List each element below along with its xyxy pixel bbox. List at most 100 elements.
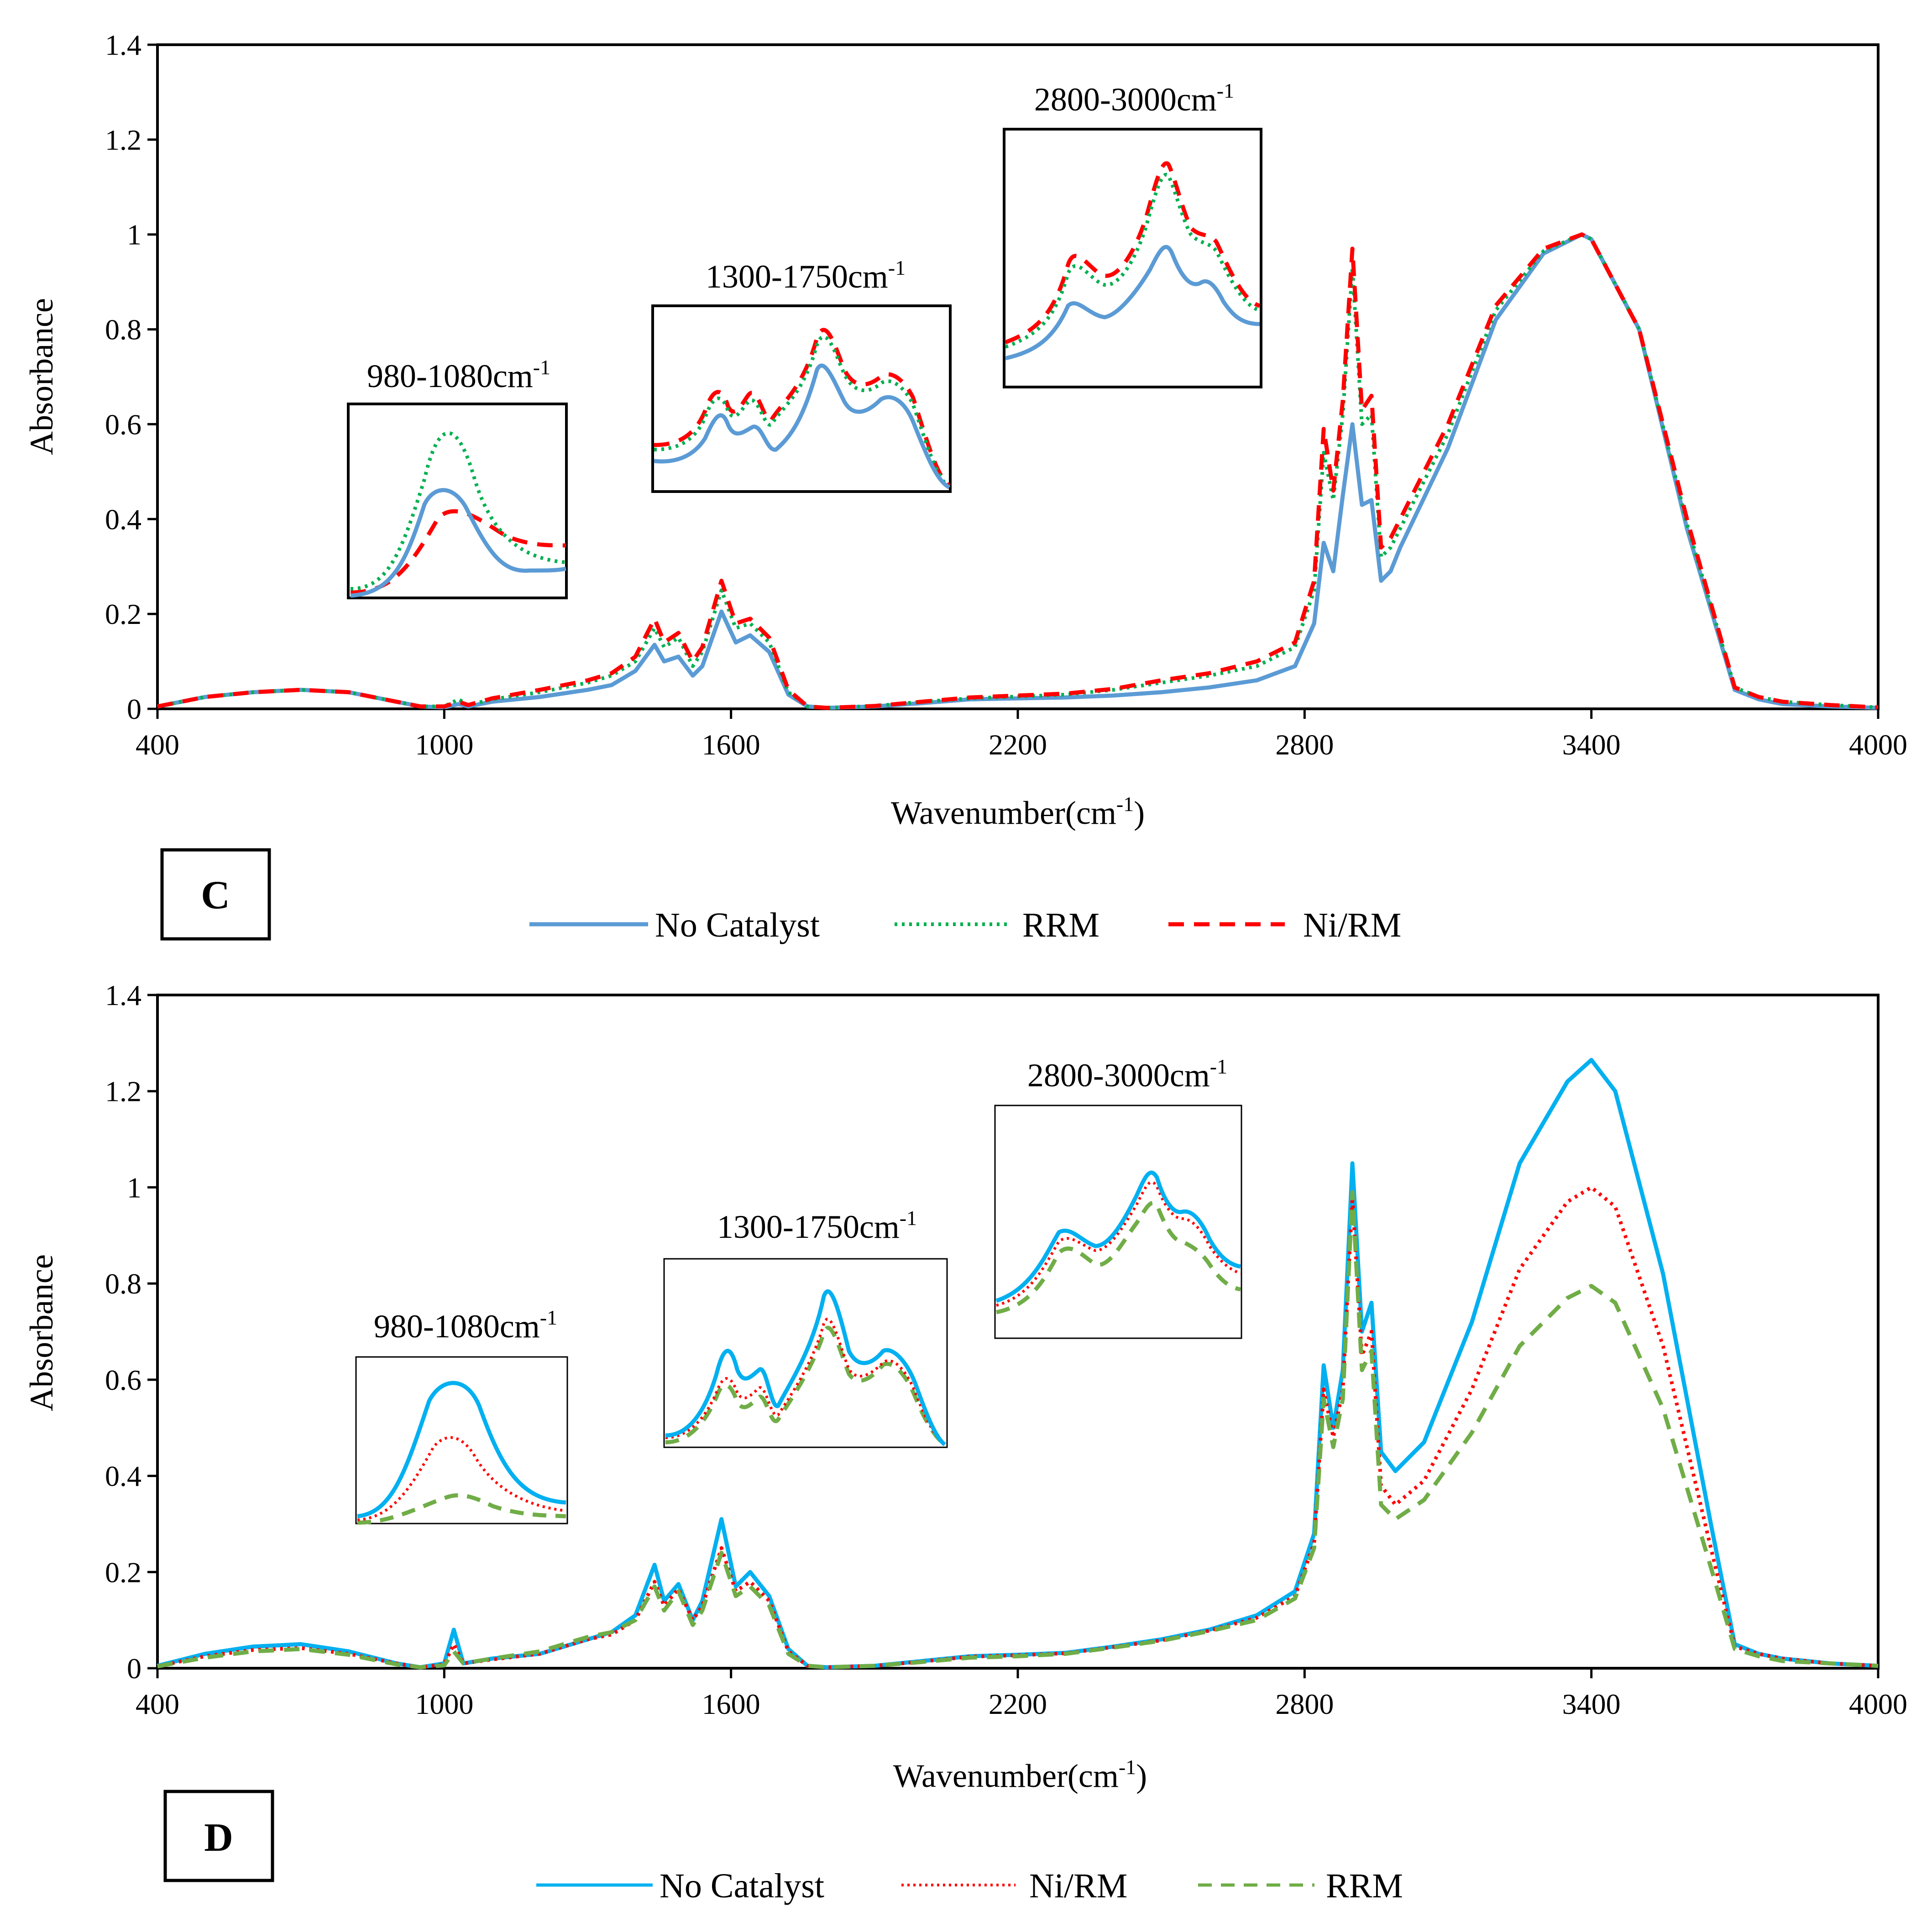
panel-d-tag-box (163, 1790, 274, 1882)
panel-c-series-ni-rm (157, 232, 1879, 710)
panel-d-y-ticks: 0 0.2 0.4 0.6 0.8 1 1.2 1.4 (105, 979, 157, 1685)
panel-d-inset-2800-3000-frame (994, 1105, 1242, 1339)
panel-d-inset-1300-1750-sup: -1 (900, 1206, 917, 1230)
panel-d-inset-980-1080-ni-rm-curve (357, 1436, 566, 1521)
panel-d-inset-2800-3000-title: 2800-3000cm-1 (1027, 1055, 1227, 1094)
panel-c-x-axis-title-sup: -1 (1116, 792, 1134, 816)
panel-c-inset-2800-3000-no-catalyst-curve (1005, 245, 1260, 361)
panel-d-inset-980-1080: 980-1080cm-1 (355, 1306, 568, 1525)
panel-d-inset-1300-1750-ni-rm-curve (665, 1318, 946, 1446)
panel-d-inset-2800-3000-rrm-curve (996, 1201, 1241, 1315)
panel-c-series-rrm (157, 232, 1879, 710)
panel-c-legend-rrm-label: RRM (1022, 906, 1100, 944)
panel-c-y-tick-label: 0.4 (105, 503, 141, 535)
panel-c-y-tick-label: 0.8 (105, 314, 141, 346)
panel-d-x-tick-label: 3400 (1562, 1688, 1621, 1720)
panel-d-y-axis-title: Absorbance (23, 1254, 60, 1411)
panel-c-inset-1300-1750-title: 1300-1750cm-1 (706, 256, 906, 295)
panel-d-x-axis-title-main: Wavenumber(cm (893, 1758, 1119, 1794)
panel-d-legend-rrm-label: RRM (1326, 1867, 1403, 1905)
panel-c-y-axis-title: Absorbance (23, 298, 60, 455)
panel-c-y-ticks: 0 0.2 0.4 0.6 0.8 1 1.2 1.4 (105, 29, 157, 725)
panel-d-y-tick-label: 0.4 (105, 1460, 141, 1493)
panel-d-tag-label: D (204, 1816, 233, 1860)
panel-d-x-ticks: 400 1000 1600 2200 2800 3400 4000 (136, 1668, 1907, 1720)
panel-c-inset-2800-3000-sup: -1 (1217, 79, 1234, 102)
panel-d-x-tick-label: 1000 (415, 1688, 473, 1720)
panel-c-inset-980-1080-title: 980-1080cm-1 (367, 356, 550, 394)
panel-c-inset-2800-3000-ni-rm-curve (1005, 161, 1261, 345)
panel-d-chart: 0 0.2 0.4 0.6 0.8 1 1.2 1.4 400 1000 1600 2200 2800… (23, 979, 1907, 1905)
panel-d-y-tick-label: 0.8 (105, 1267, 141, 1300)
panel-d-inset-2800-3000-ni-rm-curve (996, 1181, 1241, 1307)
panel-d-y-tick-label: 1.4 (105, 979, 141, 1011)
panel-c-x-axis-title-main: Wavenumber(cm (891, 795, 1116, 831)
panel-c-x-tick-label: 2200 (989, 728, 1047, 761)
panel-c-x-axis-title-tail: ) (1134, 795, 1145, 831)
panel-d-x-axis-title-sup: -1 (1119, 1755, 1136, 1779)
panel-c-y-tick-label: 0 (127, 693, 141, 725)
panel-c-x-tick-label: 400 (136, 728, 179, 761)
panel-c-inset-2800-3000: 2800-3000cm-1 (1003, 79, 1262, 388)
panel-c-x-ticks: 400 1000 1600 2200 2800 3400 4000 (136, 709, 1907, 761)
panel-d-y-tick-label: 0.6 (105, 1364, 141, 1396)
panel-d-x-tick-label: 400 (136, 1688, 179, 1720)
panel-d-inset-980-1080-no-catalyst-curve (357, 1381, 566, 1519)
panel-c-x-tick-label: 4000 (1849, 728, 1907, 761)
panel-c-tag-box (160, 848, 271, 941)
panel-c-y-tick-label: 0.2 (105, 598, 141, 630)
panel-d-series-rrm (157, 1190, 1879, 1670)
panel-d-x-tick-label: 2800 (1275, 1688, 1334, 1720)
panel-d-inset-980-1080-sup: -1 (540, 1306, 557, 1329)
panel-c-inset-980-1080-label: 980-1080cm (367, 358, 533, 394)
panel-d-legend-ni-rm-label: Ni/RM (1029, 1867, 1127, 1905)
panel-c-inset-980-1080-sup: -1 (533, 356, 550, 379)
panel-c-x-axis-title: Wavenumber(cm-1) (891, 792, 1145, 831)
panel-d-inset-980-1080-title: 980-1080cm-1 (374, 1306, 557, 1345)
panel-d-x-tick-label: 2200 (989, 1688, 1047, 1720)
panel-d-inset-2800-3000-label: 2800-3000cm (1027, 1057, 1210, 1094)
panel-c-inset-980-1080-rrm-curve (350, 431, 566, 591)
panel-c-tag-label: C (201, 873, 230, 917)
panel-d-series-group (157, 1058, 1879, 1670)
panel-d-inset-2800-3000: 2800-3000cm-1 (994, 1055, 1242, 1339)
panel-d-inset-1300-1750-label: 1300-1750cm (717, 1209, 900, 1245)
panel-d-y-tick-label: 1.2 (105, 1075, 141, 1108)
panel-d-y-tick-label: 1 (127, 1171, 141, 1204)
panel-d-inset-2800-3000-no-catalyst-curve (995, 1170, 1241, 1303)
panel-c-y-tick-label: 0.6 (105, 408, 141, 440)
panel-c-legend-no-catalyst-label: No Catalyst (655, 906, 820, 944)
panel-d-x-axis-title-tail: ) (1136, 1758, 1147, 1794)
panel-c-series-group (157, 232, 1879, 710)
panel-c-inset-1300-1750-no-catalyst-curve (654, 363, 951, 489)
panel-c-x-tick-label: 1000 (415, 728, 473, 761)
panel-c-inset-1300-1750-sup: -1 (888, 256, 906, 279)
panel-d-x-axis-title: Wavenumber(cm-1) (893, 1755, 1147, 1794)
panel-d-y-tick-label: 0.2 (105, 1556, 141, 1588)
panel-c-x-tick-label: 2800 (1275, 728, 1334, 761)
panel-c-chart: 0 0.2 0.4 0.6 0.8 1 1.2 1.4 400 1000 1600 2200 2800… (23, 29, 1907, 944)
panel-d-x-tick-label: 4000 (1849, 1688, 1907, 1720)
panel-c-inset-1300-1750-label: 1300-1750cm (706, 258, 888, 295)
panel-c-y-tick-label: 1.4 (105, 29, 141, 61)
panel-d-y-tick-label: 0 (127, 1652, 141, 1685)
panel-c-legend-ni-rm-label: Ni/RM (1303, 906, 1401, 944)
panel-d-inset-2800-3000-sup: -1 (1210, 1055, 1227, 1078)
panel-d-legend: No Catalyst Ni/RM RRM (536, 1867, 1403, 1905)
panel-d-inset-1300-1750-no-catalyst-curve (665, 1289, 946, 1446)
panel-d-legend-no-catalyst-label: No Catalyst (660, 1867, 824, 1905)
panel-c-inset-2800-3000-frame (1003, 128, 1262, 388)
panel-d-inset-1300-1750-title: 1300-1750cm-1 (717, 1206, 917, 1245)
panel-c-inset-980-1080: 980-1080cm-1 (347, 356, 568, 599)
panel-c-x-tick-label: 3400 (1562, 728, 1621, 761)
panel-c-inset-1300-1750-ni-rm-curve (654, 328, 951, 488)
panel-c-inset-980-1080-no-catalyst-curve (350, 488, 566, 598)
panel-d-inset-1300-1750: 1300-1750cm-1 (663, 1206, 948, 1448)
panel-c-inset-2800-3000-title: 2800-3000cm-1 (1034, 79, 1234, 118)
panel-c-inset-2800-3000-label: 2800-3000cm (1034, 81, 1217, 118)
panel-d-inset-980-1080-label: 980-1080cm (374, 1308, 540, 1345)
panel-c-legend: No Catalyst RRM Ni/RM (529, 906, 1401, 944)
panel-c-inset-1300-1750-rrm-curve (654, 335, 951, 489)
